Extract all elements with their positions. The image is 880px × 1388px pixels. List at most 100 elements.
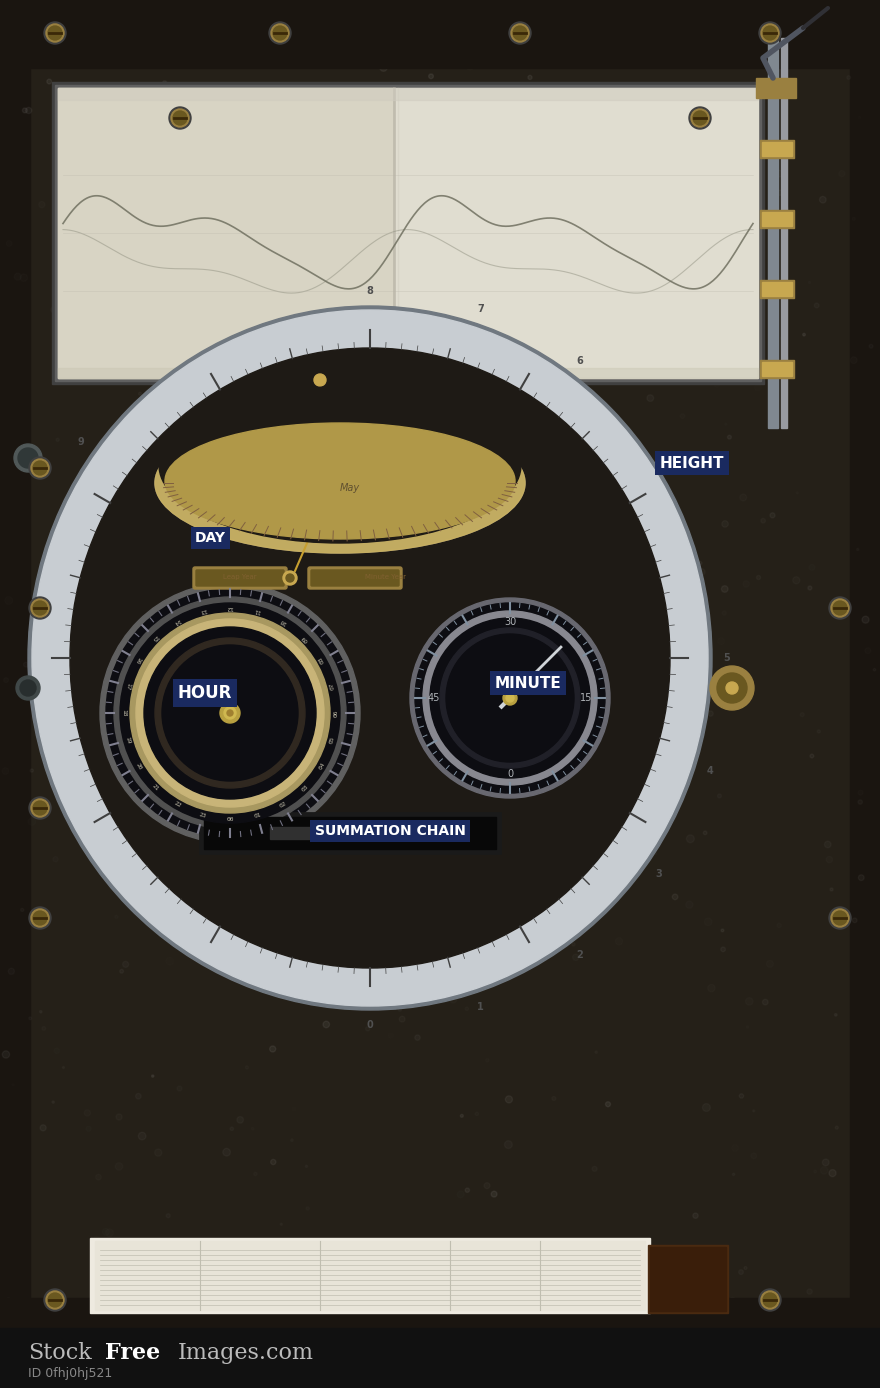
Bar (760, 280, 794, 298)
Text: 8: 8 (367, 286, 373, 296)
Circle shape (136, 1094, 141, 1099)
Text: HEIGHT: HEIGHT (660, 455, 724, 471)
Circle shape (16, 676, 40, 700)
Circle shape (505, 434, 510, 441)
Circle shape (721, 929, 724, 931)
Circle shape (220, 702, 240, 723)
Circle shape (33, 801, 47, 815)
Circle shape (710, 666, 754, 711)
Ellipse shape (70, 348, 670, 967)
Text: DAY: DAY (195, 532, 226, 545)
Circle shape (691, 110, 709, 126)
Circle shape (833, 911, 847, 924)
Bar (762, 282, 792, 296)
Circle shape (446, 634, 574, 762)
Text: 6: 6 (576, 357, 583, 366)
Circle shape (123, 321, 127, 325)
Bar (650, 1246, 726, 1312)
Circle shape (77, 137, 80, 140)
Circle shape (693, 1213, 698, 1219)
Circle shape (693, 111, 707, 125)
Circle shape (283, 570, 297, 584)
Circle shape (215, 421, 222, 428)
Circle shape (503, 691, 517, 705)
Circle shape (858, 799, 862, 804)
Bar (52, 82, 764, 384)
Circle shape (151, 1074, 154, 1077)
Circle shape (286, 575, 294, 582)
Circle shape (803, 333, 805, 336)
Text: 9: 9 (77, 437, 84, 447)
Circle shape (586, 873, 593, 880)
Bar (762, 362, 792, 376)
Circle shape (273, 26, 287, 40)
Bar (760, 140, 794, 158)
Circle shape (511, 24, 529, 42)
Circle shape (44, 1289, 66, 1312)
Circle shape (156, 279, 160, 285)
Text: 17: 17 (124, 682, 131, 690)
Bar (762, 142, 792, 155)
Circle shape (136, 619, 324, 806)
Circle shape (155, 638, 305, 788)
Circle shape (171, 110, 189, 126)
Circle shape (431, 192, 434, 194)
Circle shape (100, 583, 360, 843)
Text: 30: 30 (504, 618, 517, 627)
Circle shape (693, 104, 700, 111)
Circle shape (532, 758, 539, 765)
Circle shape (717, 673, 747, 702)
Circle shape (14, 444, 42, 472)
Circle shape (70, 335, 75, 339)
Ellipse shape (32, 310, 708, 1006)
Circle shape (46, 1291, 64, 1309)
Circle shape (46, 24, 64, 42)
Circle shape (323, 1022, 329, 1027)
Circle shape (345, 919, 350, 923)
Circle shape (18, 448, 38, 468)
Bar (0, 1298, 880, 1328)
Circle shape (348, 458, 350, 461)
Circle shape (738, 1270, 744, 1274)
Ellipse shape (155, 414, 525, 552)
Circle shape (658, 283, 664, 289)
Circle shape (269, 1047, 275, 1052)
Circle shape (304, 364, 336, 396)
Text: 09: 09 (301, 634, 310, 643)
Text: 14: 14 (172, 618, 181, 625)
Circle shape (554, 887, 560, 891)
Circle shape (759, 1289, 781, 1312)
Circle shape (457, 805, 458, 808)
Circle shape (728, 436, 731, 439)
Circle shape (423, 611, 597, 786)
Bar (768, 37, 778, 428)
Text: 5: 5 (723, 652, 730, 663)
Text: 03: 03 (301, 784, 310, 793)
Bar (90, 1238, 650, 1313)
Circle shape (450, 775, 452, 776)
Circle shape (29, 597, 51, 619)
Circle shape (29, 797, 51, 819)
Circle shape (435, 507, 442, 514)
Circle shape (385, 514, 387, 516)
Bar (781, 37, 787, 428)
Circle shape (759, 22, 781, 44)
FancyBboxPatch shape (308, 568, 402, 589)
Bar (55, 85, 761, 380)
Text: 13: 13 (198, 607, 207, 613)
Circle shape (491, 1191, 497, 1196)
Circle shape (31, 799, 49, 818)
Text: 20: 20 (134, 762, 143, 770)
Circle shape (636, 350, 639, 353)
Text: MINUTE: MINUTE (495, 676, 561, 690)
Ellipse shape (159, 387, 521, 543)
Circle shape (509, 22, 531, 44)
Text: May: May (340, 483, 360, 493)
Circle shape (212, 600, 218, 605)
Circle shape (761, 24, 779, 42)
Circle shape (429, 74, 434, 79)
Circle shape (460, 1115, 464, 1117)
Text: 3: 3 (656, 869, 662, 879)
Circle shape (197, 316, 204, 323)
Circle shape (689, 107, 711, 129)
